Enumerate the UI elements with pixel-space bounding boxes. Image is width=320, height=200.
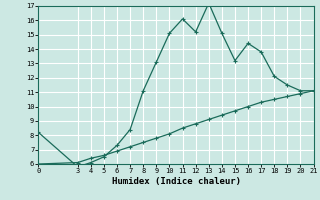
X-axis label: Humidex (Indice chaleur): Humidex (Indice chaleur) bbox=[111, 177, 241, 186]
